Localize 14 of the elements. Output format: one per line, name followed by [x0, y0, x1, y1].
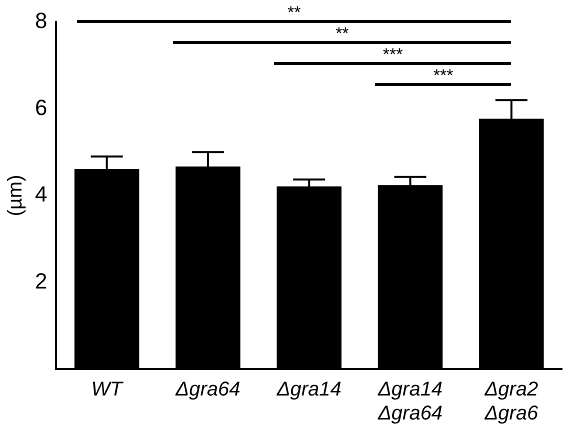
x-tick-label: Δgra64	[174, 378, 240, 401]
annotation: **	[287, 3, 301, 22]
x-tick-label: Δgra14	[276, 378, 342, 401]
y-tick-label: 2	[34, 268, 48, 294]
annotation: ***	[382, 45, 403, 64]
x-tick-label: Δgra2 Δgra6	[484, 378, 540, 425]
x-tick-label: WT	[91, 378, 124, 401]
x-tick-label: Δgra14 Δgra64	[376, 378, 443, 425]
annotation: **	[336, 24, 349, 43]
y-axis-title: (µm)	[4, 174, 27, 216]
y-tick-label: 6	[34, 94, 48, 120]
y-tick-label: 8	[34, 8, 48, 34]
annotation: ***	[433, 66, 454, 85]
y-tick-label: 4	[34, 182, 48, 207]
